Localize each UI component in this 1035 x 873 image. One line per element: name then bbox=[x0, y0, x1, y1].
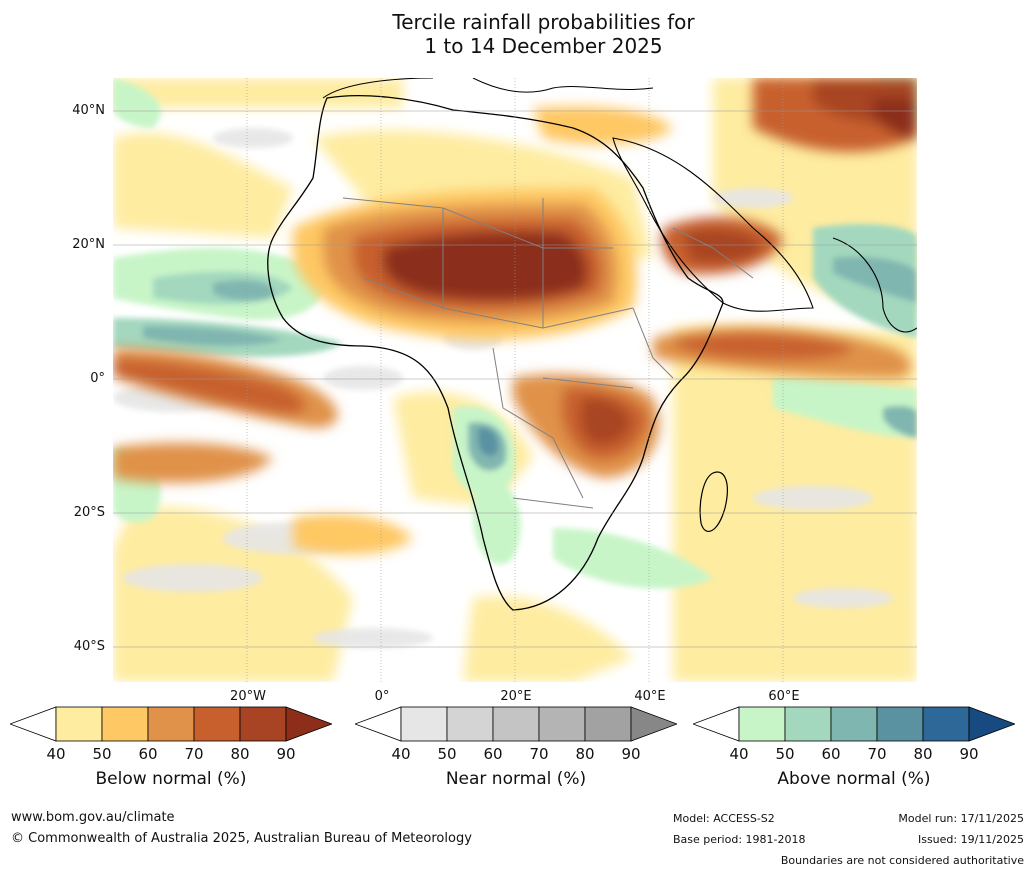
footer-url[interactable]: www.bom.gov.au/climate bbox=[11, 810, 175, 825]
colorbar-segment bbox=[922, 706, 970, 742]
colorbar-tick-label: 40 bbox=[46, 745, 66, 763]
colorbar-tick-label: 90 bbox=[621, 745, 641, 763]
country-borders bbox=[342, 197, 754, 509]
lon-label-40e: 40°E bbox=[634, 689, 666, 704]
madagascar bbox=[699, 471, 728, 533]
colorbar-segment bbox=[738, 706, 786, 742]
colorbar-tick-label: 60 bbox=[821, 745, 841, 763]
africa-coastline bbox=[267, 95, 724, 611]
colorbar-tick-label: 80 bbox=[230, 745, 250, 763]
graticule bbox=[113, 78, 917, 682]
map-title: Tercile rainfall probabilities for 1 to … bbox=[0, 10, 1035, 58]
colorbar-segment bbox=[492, 706, 540, 742]
colorbar-segment bbox=[55, 706, 103, 742]
colorbar-tick-label: 40 bbox=[729, 745, 749, 763]
colorbar-segment bbox=[446, 706, 494, 742]
legend-caption-below: Below normal (%) bbox=[95, 769, 247, 789]
lon-label-20e: 20°E bbox=[500, 689, 532, 704]
lat-label-40n: 40°N bbox=[72, 103, 105, 118]
footer-base-period: Base period: 1981-2018 bbox=[673, 833, 806, 846]
footer-model: Model: ACCESS-S2 bbox=[673, 812, 775, 825]
colorbar-extend-low bbox=[8, 706, 57, 742]
lon-label-20w: 20°W bbox=[230, 689, 266, 704]
footer-copyright: © Commonwealth of Australia 2025, Austra… bbox=[11, 831, 472, 846]
above-normal-areas bbox=[113, 78, 917, 589]
lon-label-60e: 60°E bbox=[768, 689, 800, 704]
arabia-coastline bbox=[612, 137, 814, 312]
colorbar-tick-label: 80 bbox=[913, 745, 933, 763]
colorbar-extend-low bbox=[353, 706, 402, 742]
colorbar-tick-label: 60 bbox=[138, 745, 158, 763]
legend-caption-near: Near normal (%) bbox=[445, 769, 587, 789]
title-line1: Tercile rainfall probabilities for bbox=[392, 10, 695, 34]
colorbar-segment bbox=[830, 706, 878, 742]
below-normal-strong-areas bbox=[113, 78, 917, 555]
europe-coastline bbox=[322, 78, 654, 99]
legend-caption-above: Above normal (%) bbox=[777, 769, 931, 789]
lat-label-20s: 20°S bbox=[73, 505, 105, 520]
lon-label-0: 0° bbox=[374, 689, 390, 704]
probability-map bbox=[113, 78, 917, 682]
colorbar-segment bbox=[147, 706, 195, 742]
colorbar-segment bbox=[876, 706, 924, 742]
colorbar-extend-high bbox=[968, 706, 1017, 742]
colorbar-tick-label: 70 bbox=[867, 745, 887, 763]
colorbar-segment bbox=[784, 706, 832, 742]
colorbar-segment bbox=[239, 706, 287, 742]
colorbar-extend-high bbox=[630, 706, 679, 742]
colorbar-above bbox=[691, 706, 1017, 742]
legend-near-normal: 40 50 60 70 80 90 Near normal (%) bbox=[353, 705, 679, 789]
footer-disclaimer: Boundaries are not considered authoritat… bbox=[780, 854, 1024, 867]
lat-label-eq: 0° bbox=[90, 371, 105, 386]
colorbar-tick-label: 60 bbox=[483, 745, 503, 763]
colorbar-near bbox=[353, 706, 679, 742]
legend-below-normal: 40 50 60 70 80 90 Below normal (%) bbox=[8, 705, 334, 789]
map-svg bbox=[113, 78, 917, 682]
colorbar-below bbox=[8, 706, 334, 742]
colorbar-tick-label: 70 bbox=[184, 745, 204, 763]
india-coastline bbox=[832, 237, 917, 333]
colorbar-segment bbox=[101, 706, 149, 742]
colorbar-segment bbox=[584, 706, 632, 742]
colorbar-tick-label: 90 bbox=[276, 745, 296, 763]
colorbar-tick-label: 50 bbox=[775, 745, 795, 763]
colorbar-extend-high bbox=[285, 706, 334, 742]
colorbar-tick-label: 70 bbox=[529, 745, 549, 763]
footer-issued: Issued: 19/11/2025 bbox=[917, 833, 1024, 846]
title-line2: 1 to 14 December 2025 bbox=[424, 34, 663, 58]
colorbar-segment bbox=[193, 706, 241, 742]
footer-model-run: Model run: 17/11/2025 bbox=[898, 812, 1024, 825]
colorbar-tick-label: 50 bbox=[92, 745, 112, 763]
colorbar-tick-label: 50 bbox=[437, 745, 457, 763]
colorbar-tick-label: 40 bbox=[391, 745, 411, 763]
lat-label-40s: 40°S bbox=[73, 639, 105, 654]
lat-label-20n: 20°N bbox=[72, 237, 105, 252]
colorbar-segment bbox=[538, 706, 586, 742]
legend-above-normal: 40 50 60 70 80 90 Above normal (%) bbox=[691, 705, 1017, 789]
colorbar-extend-low bbox=[691, 706, 740, 742]
colorbar-tick-label: 90 bbox=[959, 745, 979, 763]
colorbar-segment bbox=[400, 706, 448, 742]
colorbar-tick-label: 80 bbox=[575, 745, 595, 763]
